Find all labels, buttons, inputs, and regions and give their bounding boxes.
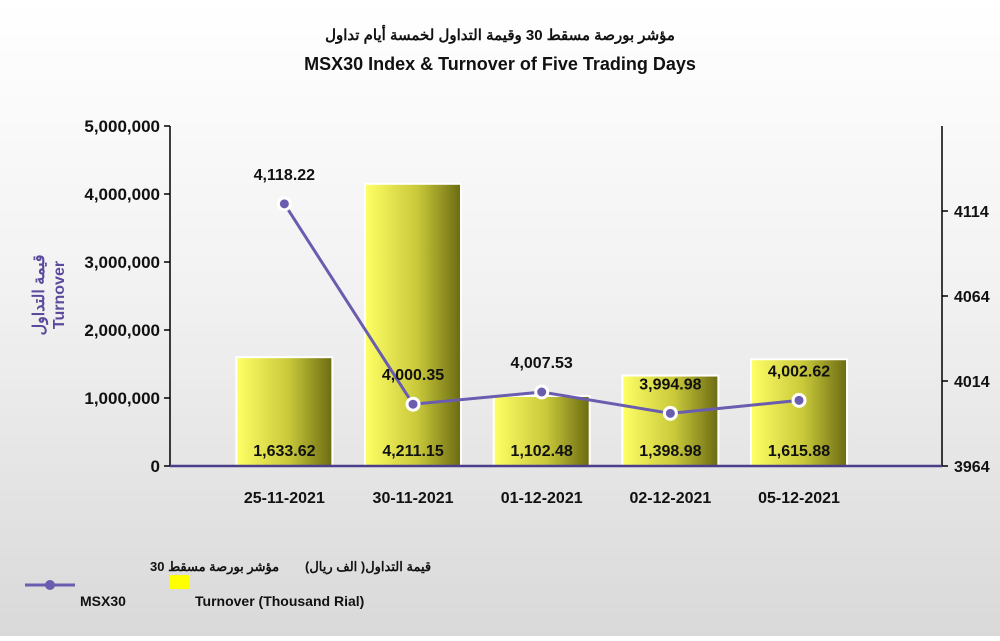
turnover-value-label: 4,211.15 — [382, 443, 444, 460]
left-tick-label: 1,000,000 — [84, 389, 160, 408]
legend-bar-swatch — [170, 575, 190, 589]
msx30-value-label: 3,994.98 — [639, 376, 701, 393]
x-tick-label: 25-11-2021 — [244, 490, 325, 507]
msx30-value-label: 4,000.35 — [382, 367, 444, 384]
turnover-value-label: 1,615.88 — [768, 443, 830, 460]
legend-turnover-label: Turnover (Thousand Rial) — [195, 593, 364, 609]
x-tick-label: 05-12-2021 — [758, 490, 840, 507]
y-axis-title-arabic: قيمة التداول — [31, 254, 49, 335]
right-tick-label: 4064 — [954, 289, 990, 306]
y-axis-title: Turnover — [51, 261, 68, 329]
legend-line-marker — [45, 580, 55, 590]
turnover-value-label: 1,102.48 — [511, 443, 573, 460]
turnover-bar — [492, 394, 591, 467]
legend: مؤشر بورصة مسقط 30 MSX30 قيمة التداول( ا… — [25, 559, 431, 609]
left-tick-label: 4,000,000 — [84, 185, 160, 204]
left-tick-label: 3,000,000 — [84, 253, 160, 272]
msx30-point — [662, 405, 678, 421]
turnover-bar — [750, 358, 849, 467]
legend-turnover-arabic: قيمة التداول( الف ريال) — [305, 559, 431, 575]
turnover-value-label: 1,633.62 — [253, 443, 315, 460]
line-series — [276, 196, 807, 421]
axes: 0 1,000,000 2,000,000 3,000,000 4,000,000 5,0… — [84, 117, 989, 507]
msx30-value-label: 4,118.22 — [254, 167, 316, 184]
data-labels: 1,633.62 4,211.15 1,102.48 1,398.98 1,615.88… — [253, 167, 830, 460]
msx30-value-label: 4,007.53 — [511, 355, 573, 372]
right-tick-label: 4114 — [954, 204, 989, 221]
left-tick-label: 5,000,000 — [84, 117, 160, 136]
left-tick-label: 0 — [151, 457, 160, 476]
y-axis-title-group: Turnover قيمة التداول — [31, 254, 68, 335]
msx30-point — [405, 396, 421, 412]
msx30-point — [534, 384, 550, 400]
left-tick-label: 2,000,000 — [84, 321, 160, 340]
msx30-point — [791, 392, 807, 408]
x-tick-label: 02-12-2021 — [629, 490, 711, 507]
turnover-bar — [364, 182, 463, 468]
right-tick-label: 3964 — [954, 459, 990, 476]
chart-title: MSX30 Index & Turnover of Five Trading D… — [304, 54, 696, 74]
chart-title-arabic: مؤشر بورصة مسقط 30 وقيمة التداول لخمسة أ… — [325, 24, 675, 44]
turnover-bar — [235, 356, 334, 468]
turnover-value-label: 1,398.98 — [639, 443, 701, 460]
legend-msx30-arabic: مؤشر بورصة مسقط 30 — [150, 559, 279, 575]
right-tick-label: 4014 — [954, 374, 990, 391]
bar-series — [170, 182, 942, 468]
msx30-value-label: 4,002.62 — [768, 363, 830, 380]
msx30-line — [283, 203, 800, 415]
msx30-point — [276, 196, 292, 212]
x-tick-label: 01-12-2021 — [501, 490, 583, 507]
legend-msx30-label: MSX30 — [80, 593, 126, 609]
x-tick-label: 30-11-2021 — [373, 490, 454, 507]
